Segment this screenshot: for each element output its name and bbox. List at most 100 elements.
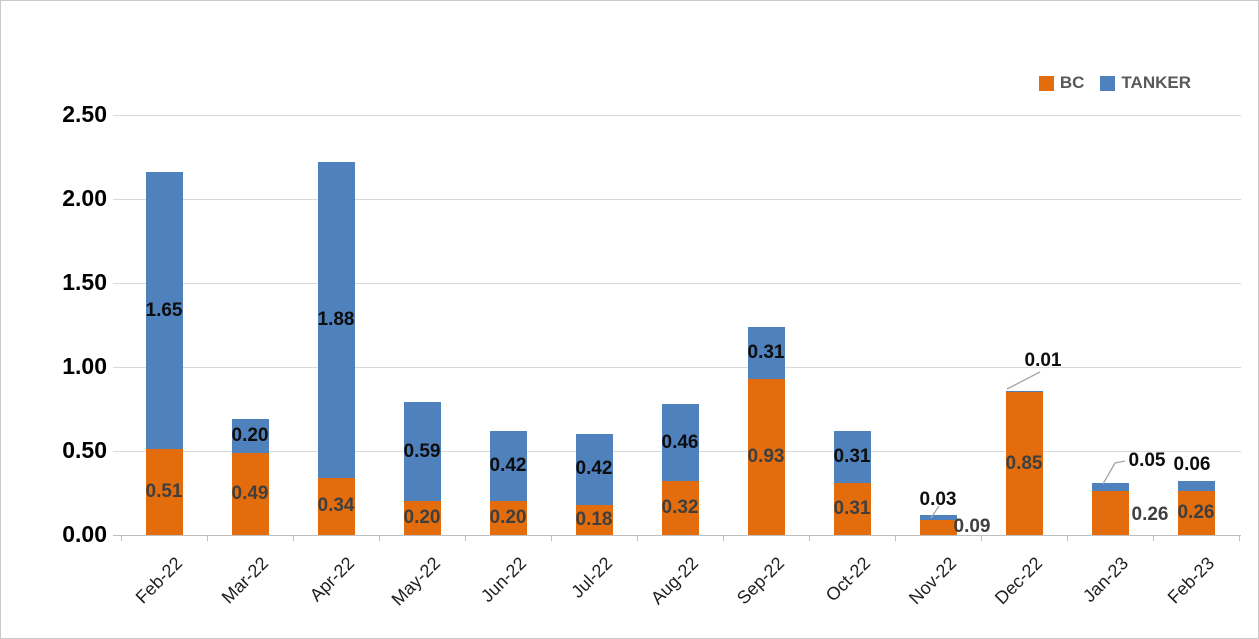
data-label-bc: 0.20 (403, 507, 441, 529)
x-axis-category-label: Jul-22 (567, 553, 617, 602)
data-label-tanker: 0.06 (1173, 454, 1211, 475)
x-axis-category-label: Oct-22 (821, 553, 875, 606)
data-label-bc: 0.18 (575, 508, 613, 530)
data-label-bc: 0.49 (231, 482, 269, 504)
bar-segment-tanker (403, 402, 441, 502)
data-label-tanker: 0.05 (1128, 450, 1166, 471)
x-axis-category-label: Nov-22 (904, 553, 961, 609)
axis-tick (465, 535, 466, 541)
data-label-bc: 0.34 (317, 495, 355, 517)
axis-tick (981, 535, 982, 541)
bar-segment-tanker (661, 403, 699, 482)
bar-segment-tanker (317, 162, 355, 478)
data-label-bc: 0.31 (833, 497, 871, 519)
y-axis-tick-label: 0.50 (62, 436, 107, 463)
bar-segment-tanker (1091, 482, 1129, 492)
axis-tick (895, 535, 896, 541)
data-label-bc: 0.26 (1131, 504, 1169, 525)
axis-tick (293, 535, 294, 541)
axis-tick (1067, 535, 1068, 541)
x-axis-category-label: Aug-22 (646, 553, 703, 609)
data-label-bc: 0.51 (145, 481, 183, 503)
chart-legend: BC TANKER (1038, 73, 1191, 93)
data-label-bc: 0.20 (489, 507, 527, 529)
bar-segment-bc (231, 452, 269, 535)
axis-tick (1153, 535, 1154, 541)
data-label-tanker: 0.31 (833, 445, 871, 467)
bar-segment-bc (145, 449, 183, 535)
x-axis-category-label: Feb-22 (131, 553, 187, 608)
bar-segment-tanker (1177, 481, 1215, 492)
x-axis-category-label: Feb-23 (1163, 553, 1219, 608)
bar-segment-bc (1091, 491, 1129, 535)
data-label-tanker: 0.42 (575, 458, 613, 480)
data-label-tanker: 0.01 (1024, 350, 1062, 371)
bar-segment-tanker (575, 434, 613, 505)
bar-segment-tanker (1005, 390, 1043, 393)
bar-segment-tanker (145, 172, 183, 450)
axis-tick (207, 535, 208, 541)
y-axis-tick-label: 2.00 (62, 184, 107, 211)
bar-segment-tanker (231, 419, 269, 453)
bar-segment-bc (1005, 392, 1043, 535)
bar-segment-tanker (489, 430, 527, 502)
axis-tick (723, 535, 724, 541)
data-label-bc: 0.09 (953, 516, 991, 537)
y-axis-tick-label: 0.00 (62, 520, 107, 547)
y-axis-tick-label: 1.00 (62, 352, 107, 379)
data-label-tanker: 1.65 (145, 299, 183, 321)
bar-segment-bc (919, 519, 957, 535)
x-axis-category-label: Sep-22 (732, 553, 789, 609)
bar-segment-tanker (747, 326, 785, 379)
data-label-tanker: 0.20 (231, 424, 269, 446)
bar-segment-bc (1177, 491, 1215, 535)
bar-segment-bc (575, 504, 613, 535)
gridline (113, 115, 1241, 116)
data-label-tanker: 1.88 (317, 308, 355, 330)
bar-segment-bc (833, 482, 871, 535)
bar-segment-bc (489, 501, 527, 535)
legend-label: BC (1059, 73, 1085, 92)
gridline (113, 283, 1241, 284)
axis-tick (379, 535, 380, 541)
bar-segment-bc (747, 378, 785, 535)
legend-label: TANKER (1121, 73, 1191, 92)
axis-tick (551, 535, 552, 541)
axis-tick (809, 535, 810, 541)
bar-segment-tanker (919, 514, 957, 520)
data-label-tanker: 0.46 (661, 431, 699, 453)
data-label-bc: 0.26 (1177, 502, 1215, 524)
data-label-tanker: 0.59 (403, 440, 441, 462)
x-axis-category-label: Dec-22 (990, 553, 1047, 609)
data-label-tanker: 0.03 (919, 489, 957, 510)
data-label-bc: 0.32 (661, 497, 699, 519)
data-label-tanker: 0.31 (747, 341, 785, 363)
x-axis-category-label: Jan-23 (1079, 553, 1133, 607)
y-axis-tick-label: 2.50 (62, 100, 107, 127)
legend-item-bc: BC (1038, 73, 1085, 93)
axis-tick (1239, 535, 1240, 541)
bar-segment-tanker (833, 430, 871, 483)
x-axis-category-label: Jun-22 (477, 553, 531, 607)
bar-segment-bc (661, 481, 699, 535)
legend-swatch-tanker (1100, 75, 1116, 91)
axis-tick (637, 535, 638, 541)
axis-tick (121, 535, 122, 541)
data-label-tanker: 0.42 (489, 455, 527, 477)
y-axis-tick-label: 1.50 (62, 268, 107, 295)
bar-segment-bc (317, 477, 355, 535)
x-axis-category-label: May-22 (387, 553, 445, 610)
data-label-bc: 0.93 (747, 445, 785, 467)
x-axis-line (113, 535, 1241, 536)
data-label-bc: 0.85 (1005, 452, 1043, 474)
bar-segment-bc (403, 501, 441, 535)
legend-swatch-bc (1038, 75, 1054, 91)
legend-item-tanker: TANKER (1100, 73, 1191, 93)
label-leader-line (1102, 460, 1126, 485)
gridline (113, 367, 1241, 368)
x-axis-category-label: Mar-22 (217, 553, 273, 608)
label-leader-line (1006, 371, 1041, 390)
x-axis-category-label: Apr-22 (305, 553, 359, 606)
